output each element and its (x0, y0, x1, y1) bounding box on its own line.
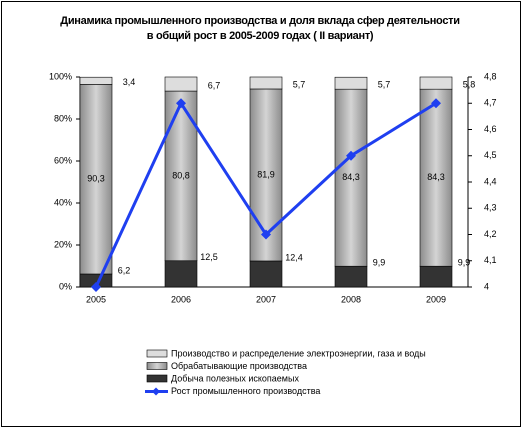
data-label: 5,8 (463, 79, 476, 89)
legend-swatch (146, 362, 168, 370)
data-label: 9,9 (458, 258, 471, 268)
legend-swatch (146, 349, 168, 358)
x-tick-label: 2005 (86, 294, 106, 304)
line-marker (346, 150, 356, 161)
data-label: 84,3 (427, 172, 445, 182)
y-tick-label: 0% (59, 281, 72, 291)
data-label: 5,7 (378, 80, 391, 90)
legend-swatch (146, 374, 168, 383)
y2-tick-label: 4,4 (484, 176, 497, 186)
bar-segment (249, 76, 283, 90)
bar-segment (334, 76, 368, 90)
y2-tick-label: 4,6 (484, 124, 497, 134)
x-tick-label: 2008 (341, 294, 361, 304)
y-tick-label: 80% (54, 113, 72, 123)
x-tick-label: 2009 (426, 294, 446, 304)
y2-tick-label: 4 (484, 281, 489, 291)
y2-tick-label: 4,8 (484, 71, 497, 81)
y-tick-label: 40% (54, 197, 72, 207)
data-label: 80,8 (172, 170, 190, 180)
y-tick-label: 20% (54, 239, 72, 249)
legend-label: Обрабатывающие производства (171, 361, 307, 371)
legend-label: Добыча полезных ископаемых (171, 373, 299, 383)
bar-segment (249, 260, 283, 288)
line-marker (431, 98, 441, 109)
legend-marker (152, 387, 160, 396)
y-tick-label: 100% (49, 71, 72, 81)
data-label: 12,5 (200, 252, 218, 262)
y2-tick-label: 4,3 (484, 203, 497, 213)
bar-segment (79, 76, 113, 85)
data-label: 9,9 (373, 258, 386, 268)
legend-label: Производство и распределение электроэнер… (171, 348, 426, 358)
legend-label: Рост промышленного производства (171, 386, 320, 396)
bar-segment (419, 88, 453, 267)
bar-segment (334, 265, 368, 288)
x-tick-label: 2007 (256, 294, 276, 304)
line-marker (91, 282, 101, 292)
data-label: 12,4 (285, 252, 303, 262)
data-label: 6,7 (208, 80, 221, 90)
y2-tick-label: 4,5 (484, 150, 497, 160)
data-label: 6,2 (118, 265, 131, 275)
line-marker (176, 98, 186, 109)
data-label: 90,3 (87, 174, 105, 184)
y2-tick-label: 4,7 (484, 98, 497, 108)
data-label: 3,4 (123, 77, 136, 87)
line-marker (261, 229, 271, 240)
bar-segment (164, 76, 198, 92)
bar-segment (334, 88, 368, 267)
y2-tick-label: 4,1 (484, 255, 497, 265)
data-label: 81,9 (257, 169, 275, 179)
data-label: 84,3 (342, 172, 360, 182)
x-tick-label: 2006 (171, 294, 191, 304)
bar-segment (79, 84, 113, 275)
chart-title: Динамика промышленного производства и до… (60, 15, 460, 42)
data-label: 5,7 (293, 79, 306, 89)
y-tick-label: 60% (54, 155, 72, 165)
y2-tick-label: 4,2 (484, 229, 497, 239)
bar-segment (419, 265, 453, 288)
bar-segment (419, 76, 453, 90)
bar-segment (164, 260, 198, 288)
